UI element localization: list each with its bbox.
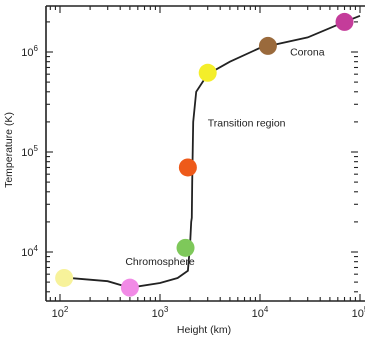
x-tick-label: 105: [352, 305, 365, 320]
data-point-marker: [120, 278, 139, 297]
data-point-marker: [178, 158, 197, 177]
data-point-marker: [176, 238, 195, 257]
data-point-marker: [198, 63, 217, 82]
data-point-marker: [335, 12, 354, 31]
x-tick-label: 104: [252, 305, 269, 320]
y-axis-label: Temperature (K): [3, 112, 15, 188]
x-axis-label: Height (km): [177, 324, 231, 336]
x-tick-label: 103: [152, 305, 169, 320]
data-point-marker: [258, 36, 277, 55]
data-point-marker: [55, 268, 74, 287]
annotation-label: Corona: [290, 47, 325, 59]
x-tick-label: 102: [52, 305, 69, 320]
annotation-label: Chromosphere: [125, 256, 195, 268]
y-tick-label: 106: [21, 44, 38, 59]
y-tick-label: 104: [21, 244, 38, 259]
annotation-label: Transition region: [208, 117, 286, 129]
y-tick-label: 105: [21, 144, 38, 159]
